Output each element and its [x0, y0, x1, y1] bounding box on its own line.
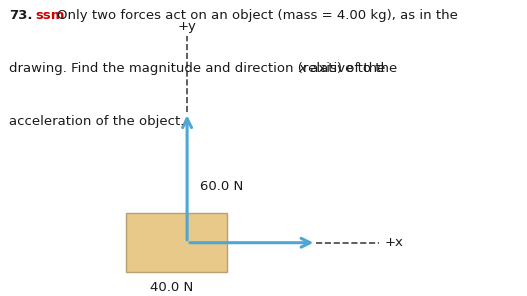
Text: 73.: 73. — [9, 9, 33, 22]
Text: axis) of the: axis) of the — [306, 62, 386, 75]
Text: 60.0 N: 60.0 N — [200, 180, 243, 193]
Text: Only two forces act on an object (mass = 4.00 kg), as in the: Only two forces act on an object (mass =… — [57, 9, 458, 22]
Text: +y: +y — [178, 20, 197, 33]
Text: x: x — [298, 62, 306, 75]
Text: 40.0 N: 40.0 N — [150, 281, 193, 294]
Text: ssm: ssm — [36, 9, 65, 22]
Text: acceleration of the object.: acceleration of the object. — [9, 115, 185, 128]
Text: +x: +x — [385, 236, 404, 249]
Bar — [126, 213, 227, 272]
Text: drawing. Find the magnitude and direction (relative to the: drawing. Find the magnitude and directio… — [9, 62, 402, 75]
